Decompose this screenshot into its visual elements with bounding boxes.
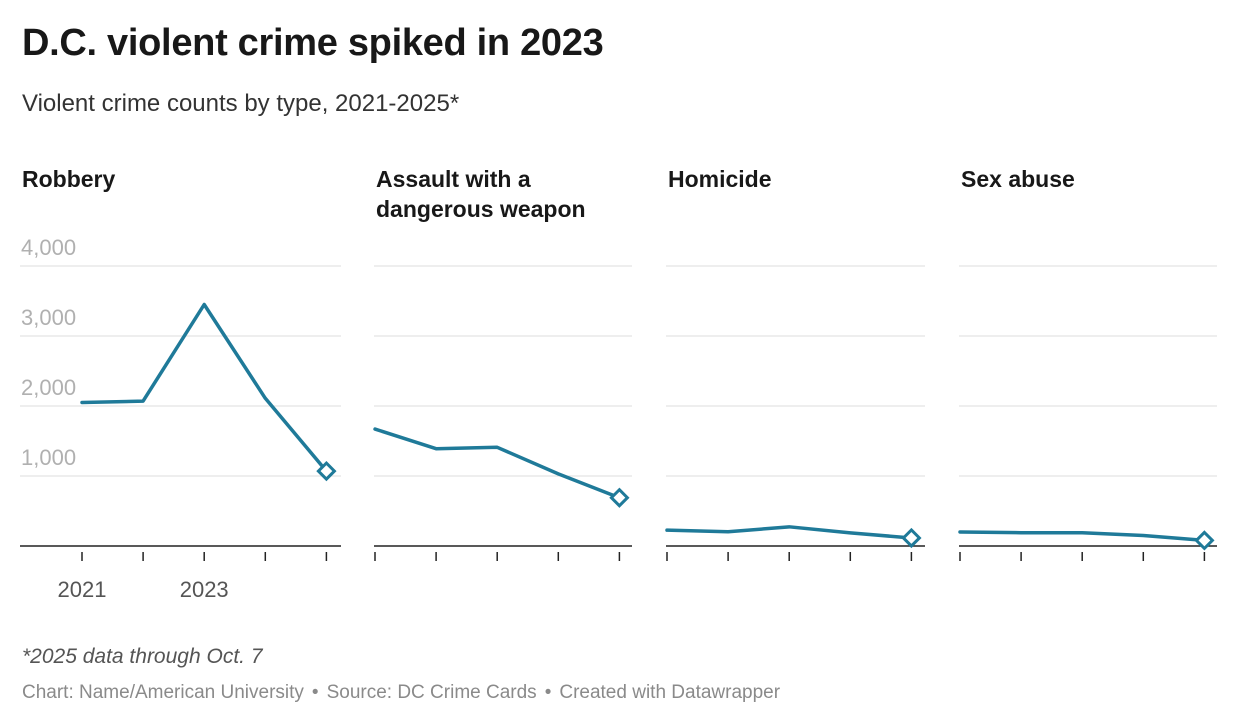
chart-subtitle: Violent crime counts by type, 2021-2025* <box>22 90 460 117</box>
panel-title: Homicide <box>668 166 772 192</box>
chart-credit: Chart: Name/American University <box>22 682 304 703</box>
source-credit: Source: DC Crime Cards <box>326 682 537 703</box>
chart-title: D.C. violent crime spiked in 2023 <box>22 22 604 64</box>
created-with: Created with Datawrapper <box>559 682 781 703</box>
end-point-marker <box>609 487 630 508</box>
y-tick-label: 4,000 <box>21 235 76 260</box>
y-tick-label: 2,000 <box>21 375 76 400</box>
series-line <box>958 530 1207 543</box>
panel-title: Assault with a dangerous weapon <box>376 166 586 222</box>
x-tick-label: 2023 <box>180 577 229 602</box>
footer-separator: • <box>311 682 319 703</box>
end-point-marker <box>901 527 922 549</box>
panel-title: Robbery <box>22 166 116 192</box>
series-line <box>665 525 914 540</box>
series-line <box>373 427 622 500</box>
y-tick-label: 3,000 <box>21 305 76 330</box>
footer: Chart: Name/American University • Source: … <box>22 682 780 704</box>
x-tick-label: 2021 <box>58 577 107 602</box>
data-note: *2025 data through Oct. 7 <box>22 645 263 668</box>
footer-separator: • <box>544 682 552 703</box>
panel-title: Sex abuse <box>961 166 1075 192</box>
end-point-marker <box>1194 530 1215 551</box>
end-point-marker <box>316 460 337 482</box>
series-line <box>80 302 329 473</box>
y-tick-label: 1,000 <box>21 445 76 470</box>
small-multiples-chart: Robbery 1,000 2,000 3,000 4,000 2021 2023 Assau… <box>20 166 1217 602</box>
